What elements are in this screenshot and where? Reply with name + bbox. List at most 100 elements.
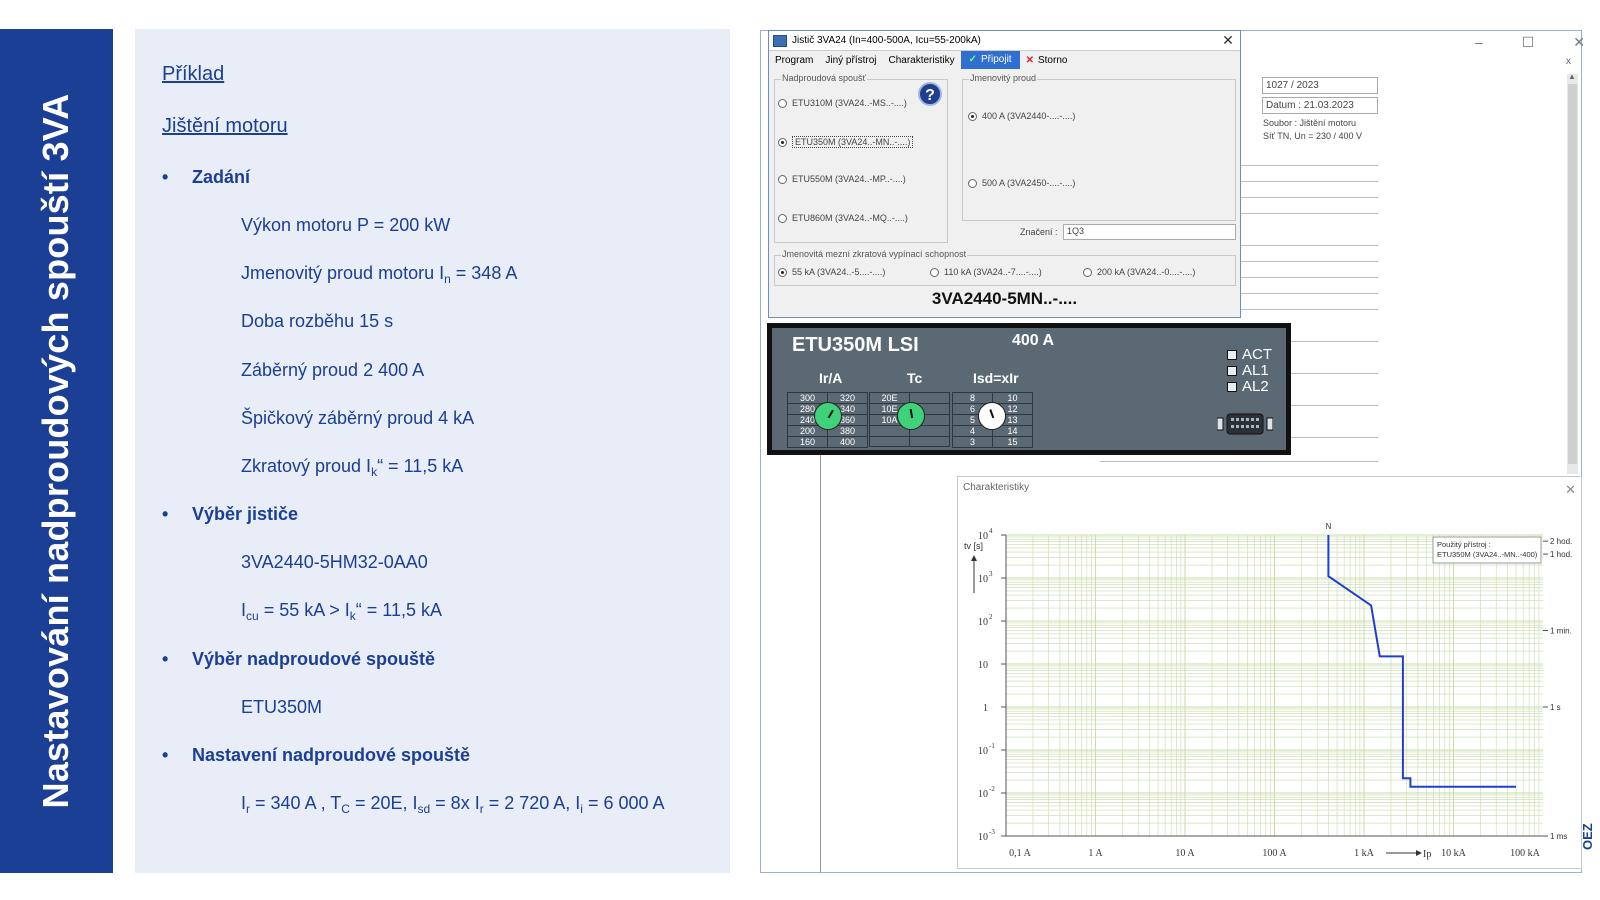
characteristics-title: Charakteristiky: [963, 482, 1030, 493]
section-vyber-jistice: • Výběr jističe: [162, 504, 298, 525]
radio-button[interactable]: [778, 98, 787, 108]
y-tick-exponent: -1: [989, 742, 995, 750]
brand-logo: OEZ: [1580, 823, 1595, 850]
section-label: Zadání: [192, 167, 251, 187]
status-led-al1: AL1: [1227, 362, 1269, 379]
form-line: [1240, 309, 1378, 310]
section-zadani: • Zadání: [162, 167, 250, 188]
mark-input[interactable]: 1Q3: [1063, 224, 1236, 240]
legend-line1: Použitý přístroj :: [1437, 540, 1491, 549]
maximize-icon[interactable]: ☐: [1521, 34, 1535, 50]
app-icon: [773, 34, 787, 47]
dial-pointer: [827, 409, 834, 419]
x-tick-label: 1 kA: [1354, 848, 1375, 859]
bullet-dot: •: [162, 649, 169, 669]
close-icon[interactable]: ✕: [1222, 32, 1234, 48]
radio-option[interactable]: 500 A (3VA2450-....-....): [968, 178, 1075, 188]
radio-option[interactable]: ETU350M (3VA24..-MN..-....): [778, 136, 914, 148]
radio-button[interactable]: [968, 111, 977, 121]
cancel-button[interactable]: ✕ Storno: [1020, 55, 1074, 66]
subscript: k: [349, 609, 356, 623]
radio-button[interactable]: [778, 213, 787, 223]
radio-label: 500 A (3VA2450-....-....): [982, 178, 1076, 188]
legend-box: [1432, 536, 1542, 564]
etu-table-cell: 320: [827, 392, 868, 404]
right-annotation-label: 1 ms: [1550, 832, 1567, 841]
etu-table-cell: [869, 435, 910, 447]
etu-table-cell: 10: [992, 392, 1033, 404]
text-part: “ = 11,5 kA: [355, 600, 442, 620]
led-label: AL1: [1242, 362, 1269, 379]
scroll-x-icon[interactable]: x: [1566, 56, 1571, 67]
menu-characteristics[interactable]: Charakteristiky: [888, 54, 955, 66]
mark-label: Značení :: [1020, 227, 1058, 237]
rated-current-group: Jmenovitý proud: [962, 73, 1236, 221]
close-icon[interactable]: ✕: [1565, 482, 1576, 497]
bullet-dot: •: [162, 745, 169, 765]
ir-dial[interactable]: [814, 402, 842, 430]
led-label: AL2: [1242, 378, 1269, 395]
radio-option[interactable]: 110 kA (3VA24..-7....-....): [930, 267, 1042, 277]
form-line: [1240, 197, 1378, 198]
scrollbar[interactable]: [1567, 74, 1578, 474]
radio-button[interactable]: [778, 267, 787, 277]
breaking-capacity-group-label: Jmenovitá mezní zkratová vypínací schopn…: [781, 249, 968, 259]
line-power: Výkon motoru P = 200 kW: [241, 215, 451, 235]
side-band: [0, 29, 113, 873]
document-date[interactable]: Datum : 21.03.2023: [1262, 97, 1378, 114]
radio-option[interactable]: ETU310M (3VA24..-MS..-....): [778, 98, 907, 108]
minimize-icon[interactable]: –: [1475, 34, 1483, 50]
characteristics-window: Charakteristiky ✕ 10 4 10 3 10 2 10 1 10 -1 10 -2 10…: [957, 476, 1582, 869]
section-label: Výběr nadproudové spouště: [192, 649, 436, 669]
heading-example[interactable]: Příklad: [162, 63, 225, 85]
document-net: Síť TN, Un = 230 / 400 V: [1263, 131, 1363, 141]
radio-button[interactable]: [968, 178, 977, 188]
subscript: n: [444, 272, 451, 286]
help-icon[interactable]: ?: [918, 82, 942, 106]
radio-option[interactable]: ETU550M (3VA24..-MP..-....): [778, 174, 906, 184]
radio-option[interactable]: 55 kA (3VA24..-5....-....): [778, 267, 885, 277]
text-part: = 340 A , T: [250, 793, 342, 813]
section-label: Nastavení nadproudové spouště: [192, 745, 471, 765]
form-line: [1240, 437, 1378, 438]
window-controls: – ☐ ✕: [1475, 34, 1585, 52]
y-tick-exponent: 3: [989, 570, 993, 578]
close-icon[interactable]: ✕: [1573, 34, 1585, 50]
menu-program[interactable]: Program: [775, 54, 814, 66]
radio-button[interactable]: [778, 137, 787, 147]
radio-button[interactable]: [930, 267, 939, 277]
radio-label: ETU350M (3VA24..-MN..-....): [792, 136, 914, 148]
heading-topic[interactable]: Jištění motoru: [162, 115, 288, 137]
scroll-up-icon[interactable]: ▲: [1568, 72, 1576, 81]
radio-option[interactable]: ETU860M (3VA24..-MQ..-....): [778, 213, 908, 223]
form-line: [1240, 405, 1378, 406]
radio-option[interactable]: 400 A (3VA2440-....-....): [968, 111, 1075, 121]
menu-other-device[interactable]: Jiný přístroj: [825, 54, 877, 66]
radio-label: 110 kA (3VA24..-7....-....): [944, 267, 1042, 277]
right-annotation-label: 1 min.: [1550, 627, 1572, 636]
scrollbar-thumb[interactable]: [1568, 84, 1577, 464]
text-part: = 6 000 A: [582, 793, 665, 813]
right-annotation-label: 1 hod.: [1550, 550, 1572, 559]
check-icon: ✓: [968, 54, 978, 65]
release-group-label: Nadproudová spoušť: [781, 73, 867, 83]
connect-button[interactable]: ✓ Připojit: [960, 51, 1020, 69]
x-tick-label: 100 A: [1262, 848, 1287, 859]
line-breaker-code: 3VA2440-5HM32-0AA0: [241, 552, 428, 572]
form-line: [1240, 165, 1378, 166]
order-code: 3VA2440-5MN..-....: [931, 289, 1078, 308]
y-tick-exponent: -3: [989, 828, 995, 836]
radio-button[interactable]: [1083, 267, 1092, 277]
y-tick-label: 10: [978, 746, 988, 757]
form-line: [1240, 277, 1378, 278]
radio-button[interactable]: [778, 174, 787, 184]
text-part: = 8x I: [430, 793, 480, 813]
release-group: Nadproudová spoušť: [774, 73, 948, 243]
tc-dial[interactable]: [897, 402, 925, 430]
isd-dial[interactable]: [978, 402, 1006, 430]
radio-option[interactable]: 200 kA (3VA24..-0....-....): [1083, 267, 1195, 277]
etu-col-ir: Ir/A: [819, 370, 843, 386]
document-number[interactable]: 1027 / 2023: [1262, 77, 1378, 94]
content-panel: Příklad Jištění motoru • Zadání Výkon mot…: [135, 29, 730, 873]
